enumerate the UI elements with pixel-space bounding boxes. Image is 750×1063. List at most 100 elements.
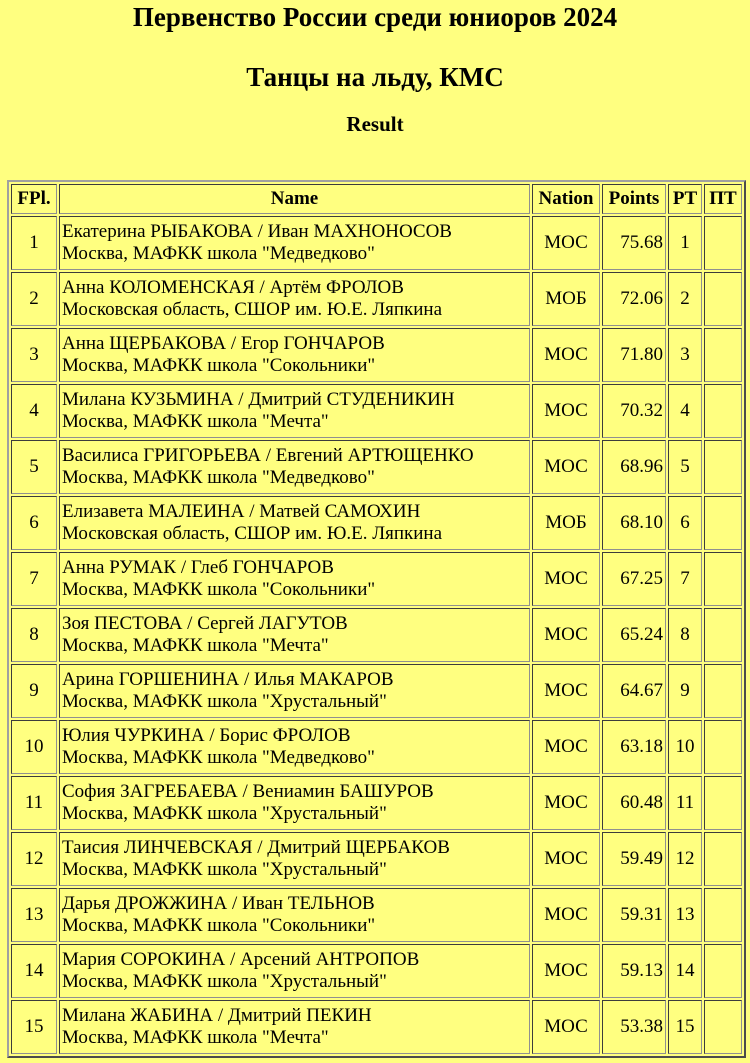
col-name: Name — [59, 184, 530, 214]
club: Москва, МАФКК школа "Хрустальный" — [62, 803, 387, 824]
skaters: София ЗАГРЕБАЕВА / Вениамин БАШУРОВ Москв… — [59, 776, 530, 830]
place: 11 — [11, 776, 57, 830]
skater-names: Екатерина РЫБАКОВА / Иван МАХНОНОСОВ — [62, 221, 452, 242]
pt2 — [704, 776, 742, 830]
table-row: 2 Анна КОЛОМЕНСКАЯ / Артём ФРОЛОВ Московск… — [11, 272, 742, 326]
skaters: Арина ГОРШЕНИНА / Илья МАКАРОВ Москва, МА… — [59, 664, 530, 718]
table-row: 3 Анна ЩЕРБАКОВА / Егор ГОНЧАРОВ Москва, М… — [11, 328, 742, 382]
club: Москва, МАФКК школа "Медведково" — [62, 747, 375, 768]
skaters: Милана ЖАБИНА / Дмитрий ПЕКИН Москва, МАФ… — [59, 1000, 530, 1054]
pt2 — [704, 720, 742, 774]
skater-names: Анна РУМАК / Глеб ГОНЧАРОВ — [62, 557, 334, 578]
table-row: 10 Юлия ЧУРКИНА / Борис ФРОЛОВ Москва, МАФ… — [11, 720, 742, 774]
section-title: Result — [346, 112, 404, 136]
pt: 3 — [668, 328, 702, 382]
pt2 — [704, 384, 742, 438]
skater-names: Арина ГОРШЕНИНА / Илья МАКАРОВ — [62, 669, 394, 690]
pt: 2 — [668, 272, 702, 326]
club: Москва, МАФКК школа "Хрустальный" — [62, 691, 387, 712]
points: 72.06 — [602, 272, 666, 326]
skater-names: Мария СОРОКИНА / Арсений АНТРОПОВ — [62, 949, 420, 970]
club: Московская область, СШОР им. Ю.Е. Ляпкин… — [62, 299, 443, 320]
table-row: 12 Таисия ЛИНЧЕВСКАЯ / Дмитрий ЩЕРБАКОВ Мо… — [11, 832, 742, 886]
place: 3 — [11, 328, 57, 382]
points: 67.25 — [602, 552, 666, 606]
place: 7 — [11, 552, 57, 606]
skater-names: Анна ЩЕРБАКОВА / Егор ГОНЧАРОВ — [62, 333, 385, 354]
place: 8 — [11, 608, 57, 662]
pt2 — [704, 496, 742, 550]
club: Москва, МАФКК школа "Мечта" — [62, 635, 329, 656]
table-row: 13 Дарья ДРОЖЖИНА / Иван ТЕЛЬНОВ Москва, М… — [11, 888, 742, 942]
club: Москва, МАФКК школа "Хрустальный" — [62, 971, 387, 992]
pt2 — [704, 440, 742, 494]
pt: 8 — [668, 608, 702, 662]
place: 4 — [11, 384, 57, 438]
pt2 — [704, 608, 742, 662]
nation: МОС — [532, 776, 600, 830]
pt: 4 — [668, 384, 702, 438]
pt: 12 — [668, 832, 702, 886]
table-row: 15 Милана ЖАБИНА / Дмитрий ПЕКИН Москва, М… — [11, 1000, 742, 1054]
nation: МОС — [532, 888, 600, 942]
club: Москва, МАФКК школа "Медведково" — [62, 467, 375, 488]
skater-names: Юлия ЧУРКИНА / Борис ФРОЛОВ — [62, 725, 351, 746]
points: 53.38 — [602, 1000, 666, 1054]
points: 71.80 — [602, 328, 666, 382]
place: 2 — [11, 272, 57, 326]
skater-names: Таисия ЛИНЧЕВСКАЯ / Дмитрий ЩЕРБАКОВ — [62, 837, 450, 858]
skater-names: Милана ЖАБИНА / Дмитрий ПЕКИН — [62, 1005, 372, 1026]
club: Москва, МАФКК школа "Медведково" — [62, 243, 375, 264]
skaters: Мария СОРОКИНА / Арсений АНТРОПОВ Москва,… — [59, 944, 530, 998]
club: Москва, МАФКК школа "Мечта" — [62, 1027, 329, 1048]
nation: МОС — [532, 944, 600, 998]
place: 6 — [11, 496, 57, 550]
nation: МОС — [532, 216, 600, 270]
points: 68.96 — [602, 440, 666, 494]
points: 63.18 — [602, 720, 666, 774]
place: 10 — [11, 720, 57, 774]
points: 65.24 — [602, 608, 666, 662]
skater-names: София ЗАГРЕБАЕВА / Вениамин БАШУРОВ — [62, 781, 434, 802]
skaters: Анна РУМАК / Глеб ГОНЧАРОВ Москва, МАФКК … — [59, 552, 530, 606]
nation: МОС — [532, 328, 600, 382]
skater-names: Милана КУЗЬМИНА / Дмитрий СТУДЕНИКИН — [62, 389, 455, 410]
nation: МОС — [532, 832, 600, 886]
skaters: Дарья ДРОЖЖИНА / Иван ТЕЛЬНОВ Москва, МАФ… — [59, 888, 530, 942]
club: Москва, МАФКК школа "Мечта" — [62, 411, 329, 432]
skater-names: Дарья ДРОЖЖИНА / Иван ТЕЛЬНОВ — [62, 893, 375, 914]
nation: МОС — [532, 384, 600, 438]
header-row: FPl. Name Nation Points PT ПТ — [11, 184, 742, 214]
pt: 1 — [668, 216, 702, 270]
club: Москва, МАФКК школа "Сокольники" — [62, 579, 376, 600]
pt: 5 — [668, 440, 702, 494]
nation: МОС — [532, 664, 600, 718]
skater-names: Зоя ПЕСТОВА / Сергей ЛАГУТОВ — [62, 613, 348, 634]
nation: МОС — [532, 1000, 600, 1054]
skaters: Зоя ПЕСТОВА / Сергей ЛАГУТОВ Москва, МАФК… — [59, 608, 530, 662]
pt: 7 — [668, 552, 702, 606]
table-row: 5 Василиса ГРИГОРЬЕВА / Евгений АРТЮЩЕНКО… — [11, 440, 742, 494]
place: 1 — [11, 216, 57, 270]
pt2 — [704, 272, 742, 326]
nation: МОС — [532, 440, 600, 494]
nation: МОС — [532, 608, 600, 662]
table-row: 9 Арина ГОРШЕНИНА / Илья МАКАРОВ Москва, М… — [11, 664, 742, 718]
points: 68.10 — [602, 496, 666, 550]
pt2 — [704, 888, 742, 942]
club: Москва, МАФКК школа "Хрустальный" — [62, 859, 387, 880]
skaters: Елизавета МАЛЕИНА / Матвей САМОХИН Москов… — [59, 496, 530, 550]
club: Москва, МАФКК школа "Сокольники" — [62, 355, 376, 376]
club: Московская область, СШОР им. Ю.Е. Ляпкин… — [62, 523, 443, 544]
pt2 — [704, 832, 742, 886]
col-nation: Nation — [532, 184, 600, 214]
table-row: 8 Зоя ПЕСТОВА / Сергей ЛАГУТОВ Москва, МАФ… — [11, 608, 742, 662]
nation: МОС — [532, 720, 600, 774]
pt2 — [704, 944, 742, 998]
points: 59.13 — [602, 944, 666, 998]
col-pt2: ПТ — [704, 184, 742, 214]
table-row: 11 София ЗАГРЕБАЕВА / Вениамин БАШУРОВ Мос… — [11, 776, 742, 830]
place: 9 — [11, 664, 57, 718]
results-table: FPl. Name Nation Points PT ПТ 1 Екатерина… — [7, 180, 746, 1058]
skater-names: Василиса ГРИГОРЬЕВА / Евгений АРТЮЩЕНКО — [62, 445, 474, 466]
